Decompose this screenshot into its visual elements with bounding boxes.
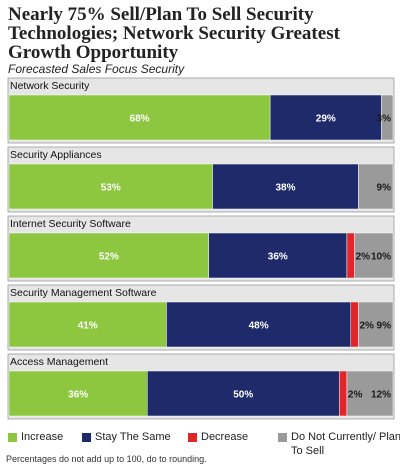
bar-stay-the-same-security-appliances	[212, 163, 359, 210]
data-label-stay-the-same-security-appliances: 38%	[275, 183, 295, 194]
legend-swatch-stay-the-same	[82, 433, 91, 442]
bar-decrease-internet-security-software	[346, 232, 355, 279]
bar-do-not-currently-plan-to-sell-network-security	[381, 94, 394, 141]
legend-label-not-currently: Do Not Currently/ Plan To Sell	[291, 431, 400, 457]
data-label-do-not-currently-plan-to-sell-network-security: 3%	[377, 114, 392, 125]
category-label-security-management-software: Security Management Software	[10, 287, 157, 299]
bar-do-not-currently-plan-to-sell-access-management	[346, 370, 394, 417]
legend-swatch-decrease	[188, 433, 197, 442]
data-label-do-not-currently-plan-to-sell-security-management-software: 9%	[377, 321, 392, 332]
legend-label-decrease: Decrease	[201, 431, 249, 443]
bar-increase-network-security	[8, 94, 271, 141]
bar-decrease-security-management-software	[350, 301, 359, 348]
bar-do-not-currently-plan-to-sell-security-appliances	[358, 163, 394, 210]
data-label-increase-internet-security-software: 52%	[99, 252, 119, 263]
category-label-internet-security-software: Internet Security Software	[10, 218, 131, 230]
legend-label-increase: Increase	[21, 431, 64, 443]
data-label-do-not-currently-plan-to-sell-internet-security-software: 10%	[371, 252, 391, 263]
data-label-decrease-internet-security-software: 2%	[356, 252, 371, 263]
data-label-stay-the-same-network-security: 29%	[316, 114, 336, 125]
data-label-stay-the-same-access-management: 50%	[233, 390, 253, 401]
data-label-decrease-security-management-software: 2%	[359, 321, 374, 332]
data-label-increase-security-appliances: 53%	[101, 183, 121, 194]
chart-title: Nearly 75% Sell/Plan To Sell Security Te…	[8, 4, 340, 63]
legend-swatch-not-currently	[278, 433, 287, 442]
data-label-increase-security-management-software: 41%	[78, 321, 98, 332]
bar-increase-security-appliances	[8, 163, 213, 210]
chart-subtitle: Forecasted Sales Focus Security	[8, 62, 185, 76]
bar-stay-the-same-internet-security-software	[208, 232, 348, 279]
bar-stay-the-same-network-security	[269, 94, 382, 141]
data-label-increase-access-management: 36%	[68, 390, 88, 401]
bar-increase-access-management	[8, 370, 148, 417]
data-label-stay-the-same-internet-security-software: 36%	[268, 252, 288, 263]
bar-do-not-currently-plan-to-sell-security-management-software	[358, 301, 394, 348]
data-label-do-not-currently-plan-to-sell-security-appliances: 9%	[377, 183, 392, 194]
bar-do-not-currently-plan-to-sell-internet-security-software	[354, 232, 394, 279]
legend-label-stay-the-same: Stay The Same	[95, 431, 171, 443]
data-label-do-not-currently-plan-to-sell-access-management: 12%	[371, 390, 391, 401]
category-label-access-management: Access Management	[10, 356, 108, 368]
bar-increase-security-management-software	[8, 301, 167, 348]
bar-decrease-access-management	[338, 370, 348, 417]
data-label-decrease-access-management: 2%	[348, 390, 363, 401]
bar-stay-the-same-access-management	[146, 370, 340, 417]
footnote: Percentages do not add up to 100, do to …	[6, 454, 207, 464]
category-label-network-security: Network Security	[10, 80, 90, 92]
data-label-stay-the-same-security-management-software: 48%	[249, 321, 269, 332]
category-label-security-appliances: Security Appliances	[10, 149, 102, 161]
bar-increase-internet-security-software	[8, 232, 209, 279]
legend-swatch-increase	[8, 433, 17, 442]
data-label-increase-network-security: 68%	[130, 114, 150, 125]
